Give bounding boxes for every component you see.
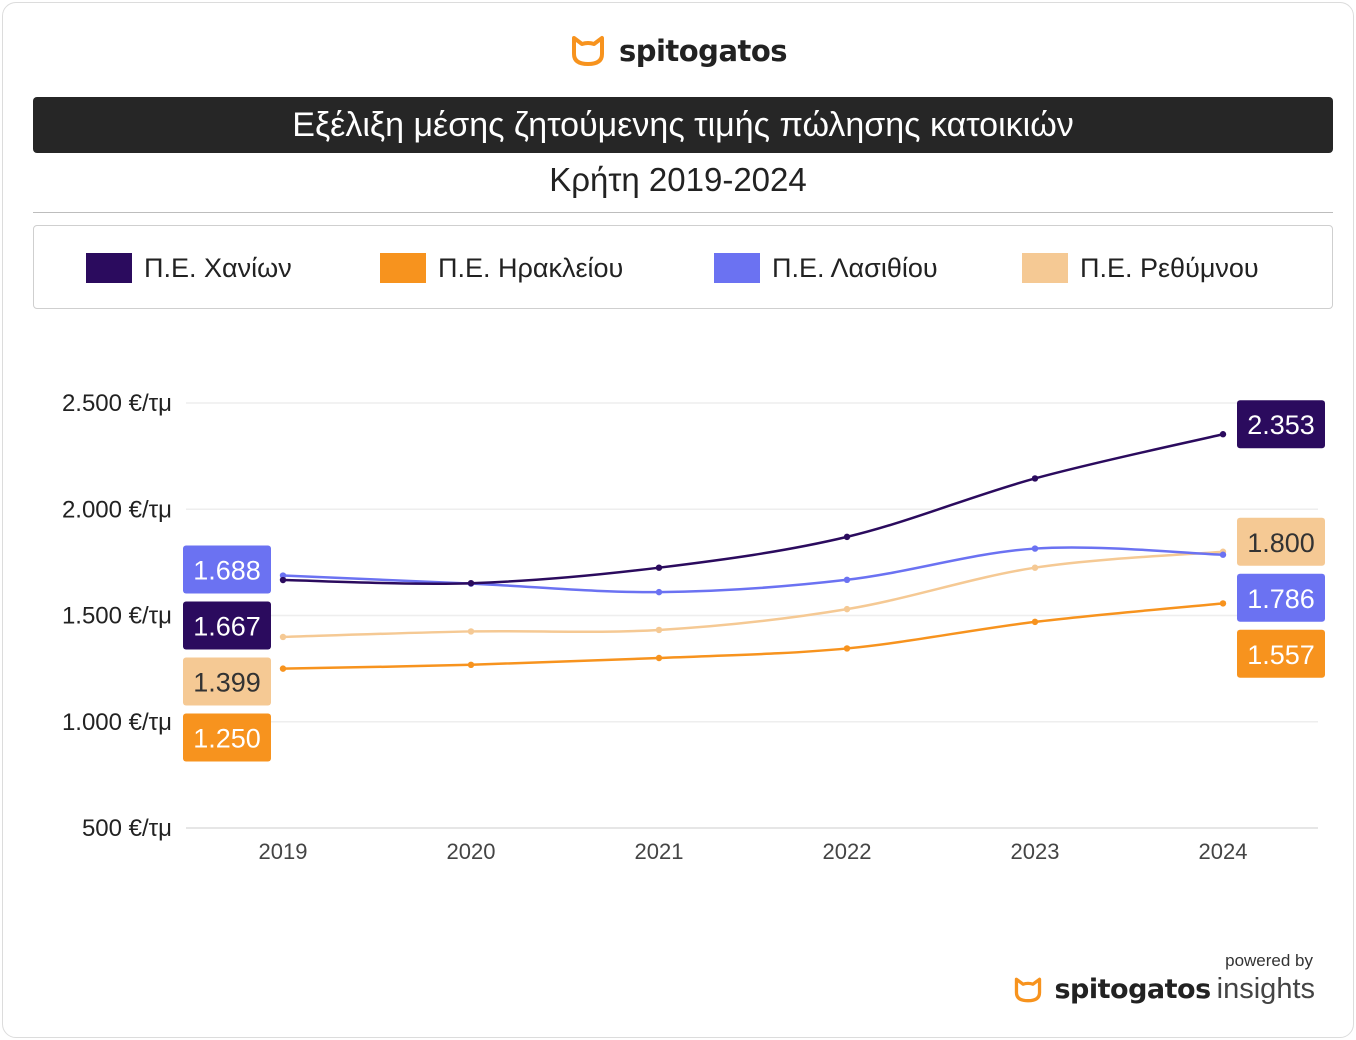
footer-brand-name: spitogatos	[1054, 974, 1211, 1005]
value-label-box	[183, 545, 271, 594]
legend-item-chania: Π.Ε. Χανίων	[86, 252, 292, 284]
value-label: 1.786	[1247, 584, 1315, 614]
legend-item-heraklion: Π.Ε. Ηρακλείου	[380, 252, 623, 284]
data-point	[1219, 551, 1227, 558]
data-point	[1031, 564, 1039, 571]
legend-swatch	[714, 253, 760, 283]
value-label-box	[1237, 573, 1325, 622]
value-label: 1.399	[193, 668, 261, 698]
brand-header: spitogatos	[3, 29, 1353, 73]
value-label-box	[183, 713, 271, 762]
legend-item-rethymno: Π.Ε. Ρεθύμνου	[1022, 252, 1259, 284]
legend-swatch	[86, 253, 132, 283]
chart-title: Εξέλιξη μέσης ζητούμενης τιμής πώλησης κ…	[33, 97, 1333, 153]
cat-head-icon	[571, 36, 604, 66]
chart-subtitle: Κρήτη 2019-2024	[549, 161, 807, 198]
value-label-box	[1237, 629, 1325, 678]
data-point	[279, 576, 287, 584]
powered-by-text: powered by	[1225, 951, 1313, 970]
value-label: 1.250	[193, 724, 261, 754]
data-point	[843, 576, 851, 583]
brand-name: spitogatos	[618, 34, 788, 68]
data-point	[467, 661, 475, 668]
data-point	[467, 580, 475, 587]
value-label: 1.688	[193, 556, 261, 586]
value-label: 1.800	[1247, 528, 1315, 558]
series-line	[282, 433, 1224, 585]
series-line	[282, 602, 1224, 670]
x-tick-label: 2022	[823, 839, 872, 864]
data-point	[655, 564, 663, 571]
legend-label: Π.Ε. Ηρακλείου	[438, 252, 624, 283]
legend-swatch	[1022, 253, 1068, 283]
y-tick-label: 2.500 €/τμ	[62, 390, 172, 417]
x-tick-label: 2019	[259, 839, 308, 864]
value-label: 1.667	[193, 612, 261, 642]
x-tick-label: 2023	[1011, 839, 1060, 864]
legend-label: Π.Ε. Χανίων	[144, 252, 292, 283]
data-point	[843, 533, 851, 541]
y-tick-label: 500 €/τμ	[82, 815, 172, 842]
data-point	[843, 645, 851, 652]
data-point	[655, 654, 663, 662]
y-tick-label: 1.500 €/τμ	[62, 603, 172, 630]
legend: Π.Ε. Χανίων Π.Ε. Ηρακλείου Π.Ε. Λασιθίου…	[33, 225, 1333, 309]
series-line	[282, 550, 1224, 639]
value-label: 2.353	[1247, 410, 1315, 440]
data-point	[1219, 600, 1227, 607]
y-tick-label: 1.000 €/τμ	[62, 709, 172, 736]
data-point	[1219, 431, 1227, 438]
value-label-box	[1237, 517, 1325, 566]
legend-label: Π.Ε. Ρεθύμνου	[1080, 252, 1259, 283]
y-tick-label: 2.000 €/τμ	[62, 496, 172, 523]
data-point	[279, 572, 287, 579]
legend-swatch	[380, 253, 426, 283]
data-point	[279, 633, 287, 641]
data-point	[1031, 618, 1039, 626]
data-point	[467, 628, 475, 635]
legend-label: Π.Ε. Λασιθίου	[772, 252, 938, 283]
value-label-box	[183, 657, 271, 706]
divider	[33, 212, 1333, 213]
x-tick-label: 2021	[635, 839, 684, 864]
value-label: 1.557	[1247, 640, 1315, 670]
data-point	[1031, 545, 1039, 552]
x-tick-label: 2020	[447, 839, 496, 864]
data-point	[279, 665, 287, 672]
data-point	[655, 588, 663, 596]
data-point	[1031, 475, 1039, 482]
value-label-box	[1237, 400, 1325, 449]
x-tick-label: 2024	[1199, 839, 1248, 864]
legend-item-lasithi: Π.Ε. Λασιθίου	[714, 252, 938, 284]
data-point	[843, 605, 851, 613]
cat-head-icon	[1015, 977, 1042, 1002]
footer-product-name: insights	[1216, 973, 1315, 1005]
value-label-box	[183, 601, 271, 650]
footer-brand: spitogatos insights	[1012, 973, 1315, 1006]
data-point	[655, 626, 663, 634]
